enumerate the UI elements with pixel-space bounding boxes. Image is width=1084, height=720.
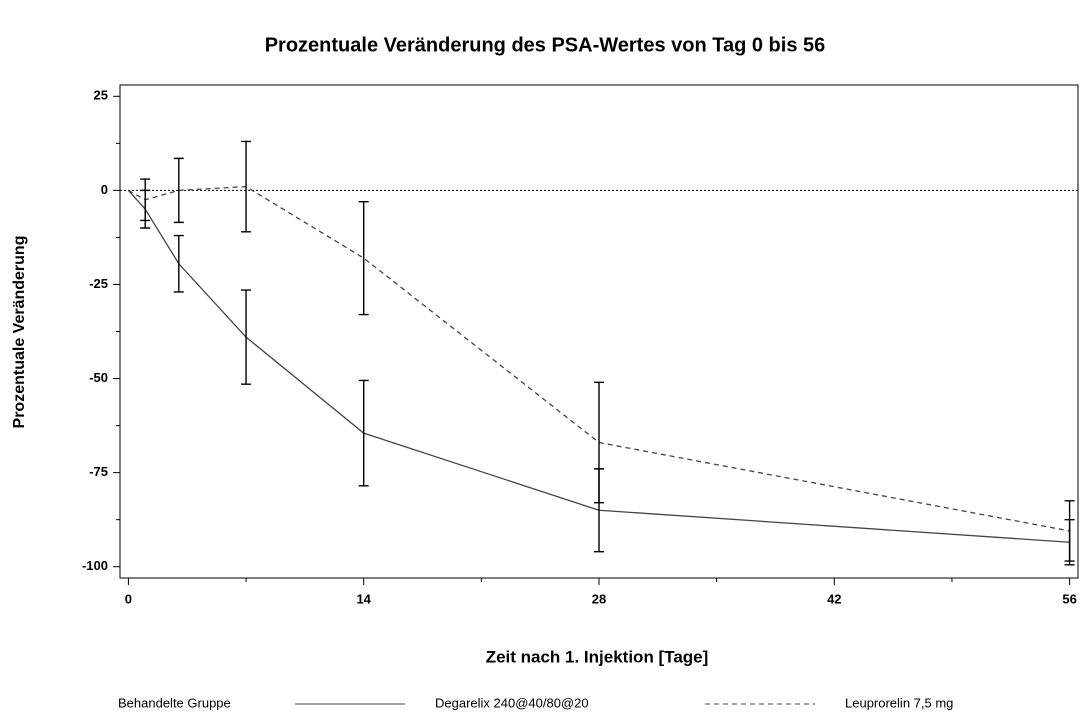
- error-bar: [358, 200, 369, 316]
- error-bar: [173, 234, 184, 293]
- error-bar: [358, 379, 369, 487]
- error-bar: [594, 381, 604, 504]
- y-axis-label: Prozentuale Veränderung: [11, 236, 28, 429]
- y-tick-label: -50: [89, 370, 108, 385]
- legend-label: Degarelix 240@40/80@20: [435, 695, 589, 710]
- y-tick-label: -25: [89, 276, 108, 291]
- y-tick-label: 25: [94, 88, 108, 103]
- error-bar: [241, 289, 252, 385]
- x-tick-label: 14: [356, 591, 371, 606]
- x-tick-label: 28: [592, 591, 606, 606]
- y-tick-label: -75: [89, 464, 108, 479]
- chart-title: Prozentuale Veränderung des PSA-Wertes v…: [265, 34, 826, 56]
- legend-title: Behandelte Gruppe: [118, 695, 231, 710]
- error-bar: [1064, 500, 1075, 562]
- error-bar: [241, 140, 252, 233]
- y-tick-label: 0: [101, 182, 108, 197]
- x-axis-label: Zeit nach 1. Injektion [Tage]: [486, 647, 709, 666]
- error-bar: [173, 157, 184, 224]
- y-tick-label: -100: [82, 558, 108, 573]
- x-tick-label: 42: [827, 591, 841, 606]
- x-tick-label: 0: [125, 591, 132, 606]
- x-tick-label: 56: [1062, 591, 1076, 606]
- legend-label: Leuprorelin 7,5 mg: [845, 695, 953, 710]
- error-bar: [140, 178, 151, 222]
